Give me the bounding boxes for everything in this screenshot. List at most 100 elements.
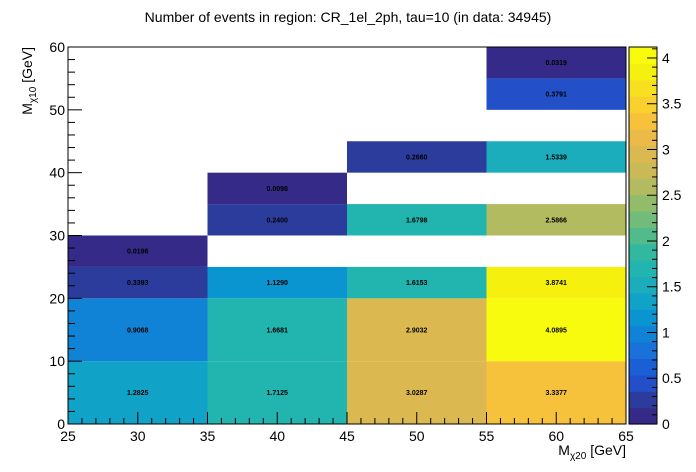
heatmap-cell — [486, 266, 626, 299]
cell-value-label: 2.9032 — [406, 327, 428, 334]
y-tick-label: 40 — [49, 165, 65, 181]
color-scale-tick-label: 0.5 — [662, 370, 682, 386]
cell-value-label: 0.3393 — [127, 280, 149, 287]
x-axis-label-unit: [GeV] — [586, 442, 626, 458]
color-scale-step — [629, 227, 657, 245]
color-scale-step — [629, 374, 657, 392]
color-scale-step — [629, 145, 657, 163]
color-scale-step — [629, 96, 657, 114]
color-scale-step — [629, 161, 657, 179]
cell-value-label: 0.0196 — [127, 249, 149, 256]
x-tick-label: 30 — [130, 428, 146, 444]
x-axis-ticks: 25 30 35 40 45 50 55 60 65 — [60, 412, 634, 444]
heatmap-cells — [68, 47, 626, 424]
cell-value-label: 0.2400 — [267, 217, 289, 224]
y-tick-label: 30 — [49, 228, 65, 244]
color-scale-tick-label: 0 — [662, 416, 670, 432]
y-tick-label: 20 — [49, 290, 65, 306]
cell-value-label: 1.2825 — [127, 390, 149, 397]
x-tick-label: 45 — [339, 428, 355, 444]
heatmap-cell — [68, 298, 208, 362]
color-scale-step — [629, 63, 657, 81]
cell-value-label: 4.0895 — [546, 327, 568, 334]
color-scale-step — [629, 128, 657, 146]
color-scale-tick-label: 2.5 — [662, 187, 682, 203]
y-tick-label: 0 — [57, 416, 65, 432]
color-scale-tick-label: 3.5 — [662, 96, 682, 112]
x-tick-label: 25 — [60, 428, 76, 444]
heatmap-cell — [347, 141, 487, 173]
y-axis-ticks: 0 10 20 30 40 50 60 — [49, 39, 82, 432]
heatmap-cell — [207, 204, 347, 236]
heatmap-cell — [486, 47, 626, 79]
heatmap-cell — [486, 141, 626, 173]
color-scale-step — [629, 358, 657, 376]
color-scale-step — [629, 210, 657, 228]
color-scale-ticks: 0 0.5 1 1.5 2 2.5 3 3.5 4 — [647, 48, 682, 432]
color-scale-tick-label: 4 — [662, 50, 670, 66]
color-scale-step — [629, 325, 657, 343]
color-scale-step — [629, 178, 657, 196]
y-tick-label: 60 — [49, 39, 65, 55]
color-scale-tick-label: 1.5 — [662, 279, 682, 295]
heatmap-cell — [68, 266, 208, 299]
cell-value-label: 2.5866 — [546, 217, 568, 224]
heatmap-cell — [347, 204, 487, 236]
x-axis-label-sub: χ20 — [570, 451, 587, 462]
cell-value-label: 0.3791 — [546, 92, 568, 99]
color-scale-tick-label: 1 — [662, 324, 670, 340]
color-scale-step — [629, 194, 657, 212]
heatmap-cell — [486, 204, 626, 236]
y-tick-label: 50 — [49, 102, 65, 118]
x-tick-label: 55 — [479, 428, 495, 444]
color-scale-step — [629, 391, 657, 409]
x-axis-label-main: M — [558, 442, 570, 458]
cell-value-label: 1.5339 — [546, 154, 568, 161]
heatmap-cell — [207, 298, 347, 362]
cell-value-label: 0.0098 — [267, 186, 289, 193]
color-scale-step — [629, 79, 657, 97]
color-scale-step — [629, 243, 657, 261]
color-scale-frame — [628, 46, 658, 425]
heatmap-cell — [347, 298, 487, 362]
y-tick-label: 10 — [49, 353, 65, 369]
heatmap-cell — [486, 298, 626, 362]
cell-value-label: 1.6798 — [406, 217, 428, 224]
color-scale-step — [629, 342, 657, 360]
heatmap-cell — [347, 266, 487, 299]
color-scale-step — [629, 112, 657, 130]
y-axis-label-main: M — [19, 103, 35, 115]
y-axis-label-unit: [GeV] — [19, 47, 35, 87]
color-scale-bar — [629, 47, 657, 425]
x-tick-label: 50 — [409, 428, 425, 444]
x-tick-label: 65 — [618, 428, 634, 444]
color-scale-tick-label: 2 — [662, 233, 670, 249]
color-scale-step — [629, 292, 657, 310]
x-tick-label: 35 — [200, 428, 216, 444]
x-axis-label: Mχ20 [GeV] — [558, 442, 626, 462]
cell-value-label: 0.9068 — [127, 327, 149, 334]
cell-value-label: 3.8741 — [546, 280, 568, 287]
x-tick-label: 40 — [269, 428, 285, 444]
cell-value-label: 0.2660 — [406, 154, 428, 161]
y-axis-label: Mχ10 [GeV] — [19, 47, 39, 115]
color-scale-step — [629, 407, 657, 425]
heatmap-cell — [207, 172, 347, 205]
cell-value-label: 1.1290 — [267, 280, 289, 287]
cell-value-label: 0.0319 — [546, 60, 568, 67]
heatmap-cell-labels: 1.2825 0.9068 0.3393 0.0196 1.7125 1.6681 1.12… — [127, 60, 567, 397]
heatmap-cell — [486, 78, 626, 110]
color-scale-step — [629, 260, 657, 278]
chart-title: Number of events in region: CR_1el_2ph, … — [145, 9, 552, 25]
color-scale-step — [629, 47, 657, 64]
cell-value-label: 3.0287 — [406, 390, 428, 397]
x-tick-label: 60 — [548, 428, 564, 444]
heatmap-cell — [207, 266, 347, 299]
cell-value-label: 1.7125 — [267, 390, 289, 397]
color-scale-tick-label: 3 — [662, 141, 670, 157]
y-axis-label-sub: χ10 — [28, 86, 39, 103]
color-scale-step — [629, 276, 657, 294]
heatmap-cell — [68, 235, 208, 267]
cell-value-label: 1.6153 — [406, 280, 428, 287]
